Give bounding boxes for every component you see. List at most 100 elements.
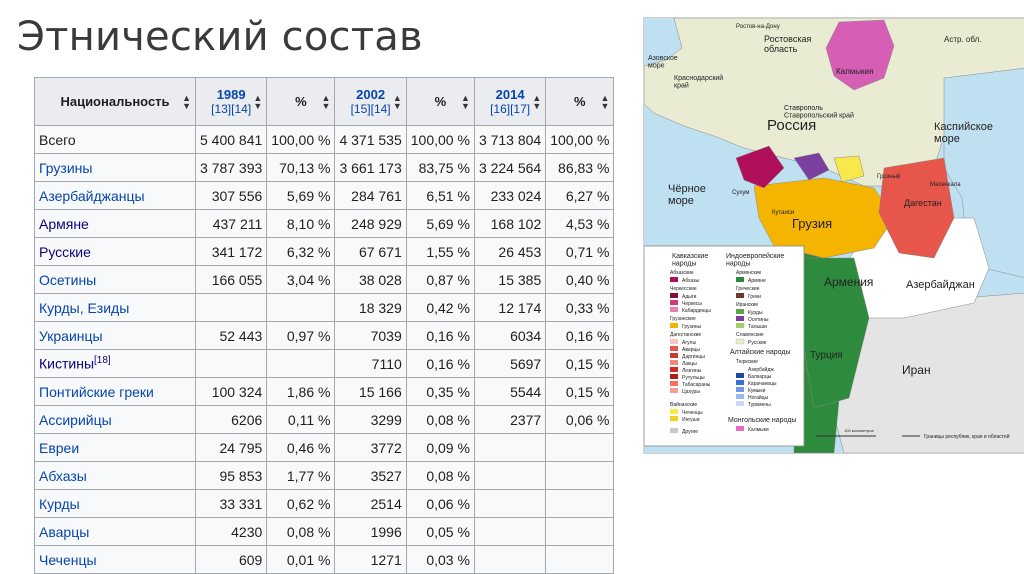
legend-swatch-turkmeny (736, 401, 744, 406)
nationality-name[interactable]: Русские (39, 243, 91, 260)
nationality-name[interactable]: Аварцы (39, 523, 90, 540)
percent-cell-2002: 0,16 % (405, 349, 475, 378)
nationality-name: Всего (39, 131, 76, 148)
count-cell-1989 (194, 349, 268, 378)
nationality-cell[interactable]: Русские (34, 237, 196, 266)
col-header-pct-2002[interactable]: % ▲ ▼ (405, 77, 475, 126)
col-header-1989[interactable]: 1989 [13][14] ▲ ▼ (194, 77, 268, 126)
sort-icon[interactable]: ▲ ▼ (600, 93, 610, 111)
count-cell-1989: 5 400 841 (194, 125, 268, 154)
legend-ingushi: Ингуши (682, 417, 700, 423)
col-header-pct-1989[interactable]: % ▲ ▼ (266, 77, 336, 126)
refs-2002[interactable]: [15][14] (350, 102, 391, 116)
legend-swatch-kalmyki (736, 426, 744, 431)
label-turkey: Турция (810, 350, 843, 361)
nationality-name[interactable]: Курды, Езиды (39, 299, 130, 316)
legend-swatch-greki (736, 293, 744, 298)
legend-dagestan-list: АгулыАварцыДаргинцыЛакцыЛезгиныРутульцыТ… (670, 339, 711, 395)
percent-cell-1989 (266, 349, 336, 378)
percent-cell-1989: 70,13 % (266, 153, 336, 182)
percent-cell-2014: 4,53 % (545, 209, 615, 238)
percent-cell-1989: 0,97 % (266, 321, 336, 350)
legend-azerb: Азербайдж. (748, 366, 775, 373)
nationality-name[interactable]: Армяне (39, 215, 89, 232)
nationality-name[interactable]: Осетины (39, 271, 97, 288)
sort-icon[interactable]: ▲ ▼ (392, 93, 402, 111)
legend-altai-title: Алтайские народы (730, 348, 791, 356)
legend-swatch-osetiny (736, 316, 744, 321)
nationality-cell[interactable]: Ассирийцы (34, 405, 196, 434)
year-2002-link[interactable]: 2002 (356, 87, 386, 102)
count-cell-1989: 24 795 (194, 433, 268, 462)
label-rostov-oblast: Ростовская область (764, 34, 811, 54)
col-header-2014[interactable]: 2014 [16][17] ▲ ▼ (473, 77, 547, 126)
year-2014-link[interactable]: 2014 (495, 87, 525, 102)
nationality-cell[interactable]: Курды (34, 489, 196, 518)
nationality-cell[interactable]: Чеченцы (34, 545, 196, 574)
legend-box (644, 245, 805, 447)
legend-col1-title: Кавказские народы (672, 253, 708, 268)
nationality-name[interactable]: Кистины (39, 355, 95, 372)
nationality-name[interactable]: Грузины (39, 159, 93, 176)
legend-swatch-russkie (735, 338, 745, 345)
legend-swatch-cherkesy (670, 300, 678, 305)
legend-kabardintsy: Кабардинцы (682, 308, 711, 314)
label-azov: Азовское море (648, 55, 678, 70)
percent-cell-2014: 0,15 % (545, 349, 615, 378)
percent-cell-1989: 8,10 % (266, 209, 336, 238)
legend-swatch-laktsy (670, 360, 678, 365)
label-grozny: Грозный (877, 173, 900, 180)
percent-cell-2002: 0,08 % (405, 405, 475, 434)
legend-abkhazy: Абхазы (682, 278, 699, 284)
count-cell-2014 (473, 517, 547, 546)
legend-balkartsy: Балкарцы (748, 374, 772, 380)
count-cell-2014: 168 102 (473, 209, 547, 238)
sort-icon[interactable]: ▲ ▼ (182, 93, 191, 111)
nationality-cell[interactable]: Евреи (34, 433, 196, 462)
count-cell-2002: 3 661 173 (334, 153, 407, 182)
count-cell-2002: 3299 (334, 405, 407, 434)
year-1989-link[interactable]: 1989 (216, 87, 246, 102)
count-cell-2002: 67 671 (334, 237, 407, 266)
abkhaz-area (735, 145, 785, 189)
nationality-name[interactable]: Азербайджанцы (39, 187, 145, 204)
nationality-cell[interactable]: Кистины[18] (34, 349, 196, 378)
nationality-cell[interactable]: Аварцы (34, 517, 196, 546)
nationality-name[interactable]: Понтийские греки (39, 383, 154, 400)
col-header-2002[interactable]: 2002 [15][14] ▲ ▼ (334, 77, 407, 126)
legend-rutultsy: Рутульцы (682, 375, 705, 381)
nationality-name[interactable]: Евреи (39, 439, 80, 456)
nationality-cell[interactable]: Осетины (34, 265, 196, 294)
nationality-cell[interactable]: Грузины (34, 153, 196, 182)
percent-cell-2014 (545, 545, 615, 574)
nationality-cell[interactable]: Азербайджанцы (34, 181, 196, 210)
label-georgia: Грузия (792, 216, 832, 231)
nationality-name[interactable]: Чеченцы (39, 551, 97, 568)
nationality-cell[interactable]: Украинцы (34, 321, 196, 350)
nationality-name[interactable]: Абхазы (39, 467, 87, 484)
count-cell-2002: 3772 (334, 433, 407, 462)
nationality-cell[interactable]: Армяне (34, 209, 196, 238)
sort-icon[interactable]: ▲ ▼ (461, 93, 470, 111)
map-legend: Кавказские народы Индоевропейские народы А… (644, 245, 805, 447)
nationality-cell[interactable]: Абхазы (34, 461, 196, 490)
percent-cell-1989: 1,86 % (266, 377, 336, 406)
legend-greki: Греки (748, 294, 761, 300)
sort-icon[interactable]: ▲ ▼ (321, 93, 331, 111)
col-header-nationality[interactable]: Национальность ▲ ▼ (34, 77, 196, 126)
percent-cell-1989: 1,77 % (266, 461, 336, 490)
reference-link[interactable]: [18] (94, 355, 111, 367)
nationality-name[interactable]: Курды (39, 495, 80, 512)
nationality-cell[interactable]: Понтийские греки (34, 377, 196, 406)
col-header-pct-2014[interactable]: % ▲ ▼ (545, 77, 615, 126)
percent-cell-2014: 86,83 % (545, 153, 615, 182)
count-cell-1989: 341 172 (194, 237, 268, 266)
legend-cherkesy: Черкесы (682, 301, 702, 307)
nationality-name[interactable]: Ассирийцы (39, 411, 112, 428)
nationality-cell[interactable]: Курды, Езиды (34, 293, 196, 322)
nationality-name[interactable]: Украинцы (39, 327, 103, 344)
refs-2014[interactable]: [16][17] (490, 102, 531, 116)
sort-icon[interactable]: ▲ ▼ (532, 93, 542, 111)
sort-icon[interactable]: ▲ ▼ (253, 93, 263, 111)
refs-1989[interactable]: [13][14] (211, 102, 252, 116)
